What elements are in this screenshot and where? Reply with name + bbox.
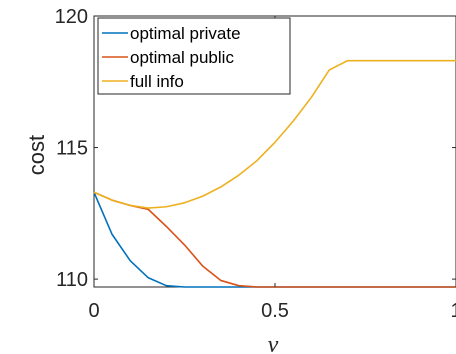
y-tick-label: 115 [56, 138, 88, 160]
x-tick-label: 0 [88, 300, 99, 322]
legend-label: optimal private [130, 24, 241, 43]
y-axis-label: cost [24, 135, 49, 175]
legend-box [97, 17, 291, 95]
x-tick-label: 1 [450, 300, 456, 322]
x-tick-label: 0.5 [261, 300, 289, 322]
x-axis-label: ν [268, 332, 279, 354]
y-tick-label: 110 [56, 269, 88, 291]
legend: optimal private optimal public full info [97, 17, 291, 95]
legend-label: full info [130, 72, 184, 91]
series-line-3 [93, 59, 456, 209]
legend-label: optimal public [130, 48, 234, 67]
y-tick-label: 120 [55, 6, 88, 28]
y-axis-ticks: 110 115 120 [55, 6, 456, 291]
